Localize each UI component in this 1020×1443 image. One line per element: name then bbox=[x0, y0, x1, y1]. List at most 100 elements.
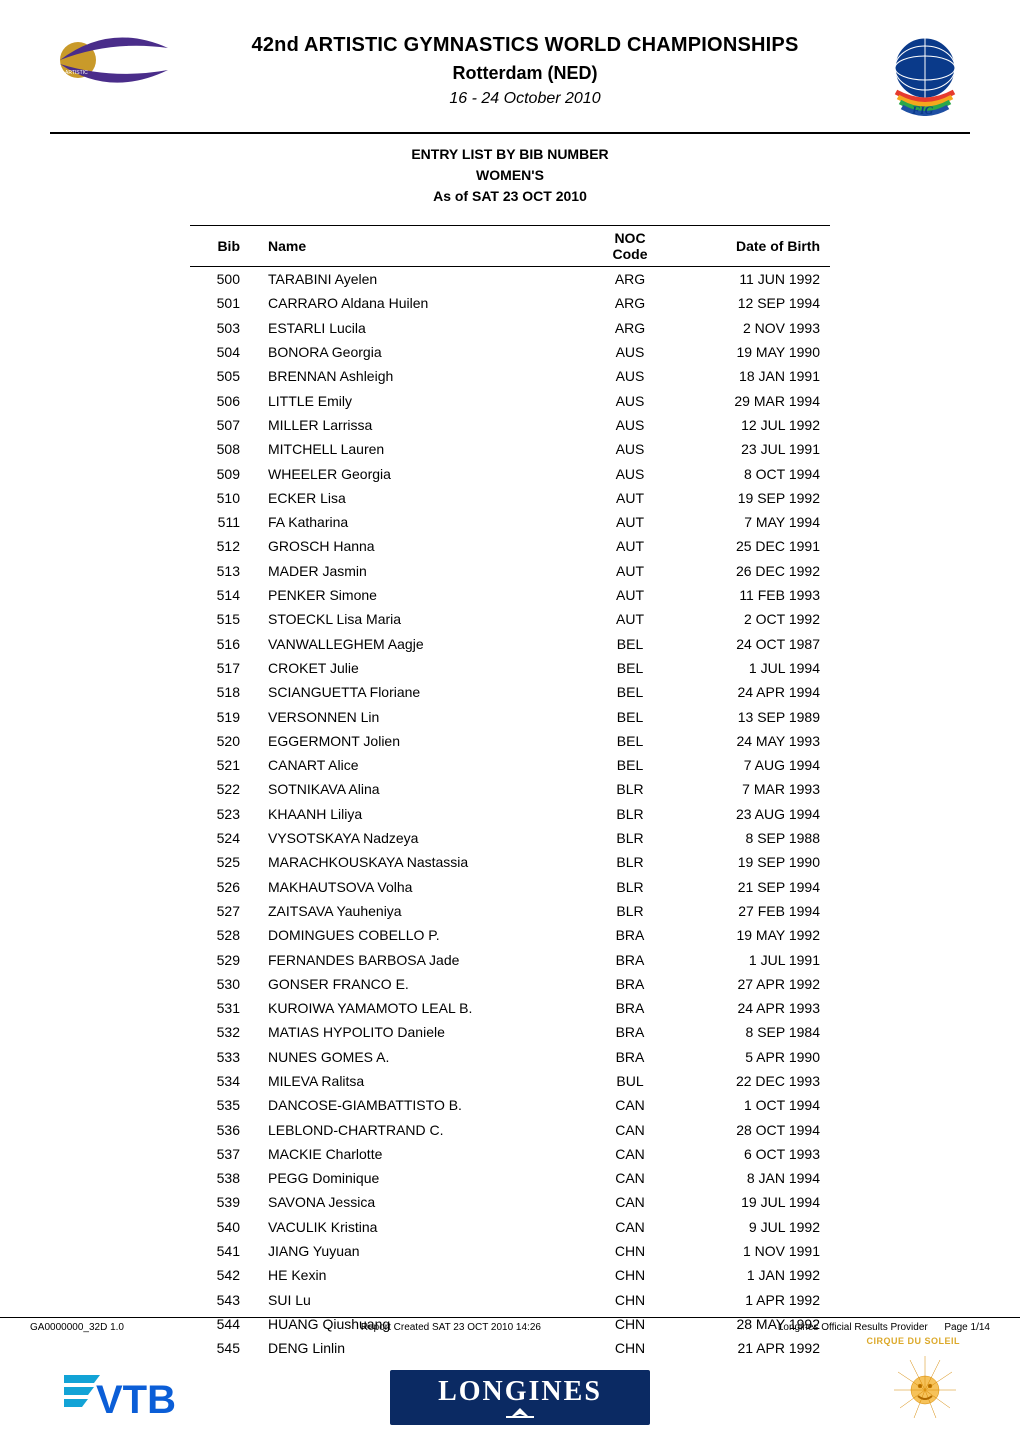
cell-name: MILEVA Ralitsa bbox=[260, 1069, 580, 1093]
cell-name: ESTARLI Lucila bbox=[260, 316, 580, 340]
cell-noc: BEL bbox=[580, 753, 680, 777]
cell-dob: 9 JUL 1992 bbox=[680, 1215, 830, 1239]
header-rule bbox=[50, 132, 970, 134]
cell-name: BONORA Georgia bbox=[260, 340, 580, 364]
cell-dob: 7 MAY 1994 bbox=[680, 510, 830, 534]
table-row: 510ECKER LisaAUT19 SEP 1992 bbox=[190, 486, 830, 510]
cell-noc: BLR bbox=[580, 899, 680, 923]
table-row: 531KUROIWA YAMAMOTO LEAL B.BRA24 APR 199… bbox=[190, 996, 830, 1020]
cell-dob: 12 SEP 1994 bbox=[680, 291, 830, 315]
cell-bib: 507 bbox=[190, 413, 260, 437]
cell-noc: AUT bbox=[580, 486, 680, 510]
cell-bib: 516 bbox=[190, 632, 260, 656]
cell-dob: 19 MAY 1992 bbox=[680, 923, 830, 947]
table-row: 504BONORA GeorgiaAUS19 MAY 1990 bbox=[190, 340, 830, 364]
cell-name: HE Kexin bbox=[260, 1263, 580, 1287]
table-row: 528DOMINGUES COBELLO P.BRA19 MAY 1992 bbox=[190, 923, 830, 947]
table-row: 518SCIANGUETTA FlorianeBEL24 APR 1994 bbox=[190, 680, 830, 704]
cirque-text: CIRQUE DU SOLEIL bbox=[840, 1336, 960, 1346]
cell-bib: 501 bbox=[190, 291, 260, 315]
footer-right: Longines Official Results Provider Page … bbox=[778, 1322, 990, 1333]
table-row: 512GROSCH HannaAUT25 DEC 1991 bbox=[190, 534, 830, 558]
table-row: 525MARACHKOUSKAYA NastassiaBLR19 SEP 199… bbox=[190, 850, 830, 874]
cell-name: DANCOSE-GIAMBATTISTO B. bbox=[260, 1093, 580, 1117]
cell-name: GONSER FRANCO E. bbox=[260, 972, 580, 996]
table-row: 501CARRARO Aldana HuilenARG12 SEP 1994 bbox=[190, 291, 830, 315]
cell-name: LITTLE Emily bbox=[260, 389, 580, 413]
cell-name: KHAANH Liliya bbox=[260, 802, 580, 826]
cell-noc: AUT bbox=[580, 607, 680, 631]
cell-noc: CHN bbox=[580, 1239, 680, 1263]
cell-noc: CAN bbox=[580, 1118, 680, 1142]
cell-dob: 8 SEP 1988 bbox=[680, 826, 830, 850]
cell-bib: 512 bbox=[190, 534, 260, 558]
cell-noc: AUS bbox=[580, 462, 680, 486]
cell-bib: 542 bbox=[190, 1263, 260, 1287]
table-row: 526MAKHAUTSOVA VolhaBLR21 SEP 1994 bbox=[190, 875, 830, 899]
cell-noc: AUS bbox=[580, 340, 680, 364]
cell-noc: CAN bbox=[580, 1215, 680, 1239]
cell-dob: 22 DEC 1993 bbox=[680, 1069, 830, 1093]
table-row: 503ESTARLI LucilaARG2 NOV 1993 bbox=[190, 316, 830, 340]
cell-noc: BEL bbox=[580, 632, 680, 656]
report-asof: As of SAT 23 OCT 2010 bbox=[50, 186, 970, 207]
cell-name: SUI Lu bbox=[260, 1288, 580, 1312]
cell-bib: 532 bbox=[190, 1020, 260, 1044]
cell-name: MADER Jasmin bbox=[260, 559, 580, 583]
cell-noc: BLR bbox=[580, 850, 680, 874]
cell-dob: 26 DEC 1992 bbox=[680, 559, 830, 583]
cell-bib: 543 bbox=[190, 1288, 260, 1312]
cell-dob: 8 JAN 1994 bbox=[680, 1166, 830, 1190]
cell-noc: AUT bbox=[580, 510, 680, 534]
cell-name: MATIAS HYPOLITO Daniele bbox=[260, 1020, 580, 1044]
cell-name: ZAITSAVA Yauheniya bbox=[260, 899, 580, 923]
title-dates: 16 - 24 October 2010 bbox=[170, 90, 880, 108]
cell-bib: 534 bbox=[190, 1069, 260, 1093]
cell-dob: 2 OCT 1992 bbox=[680, 607, 830, 631]
cell-name: JIANG Yuyuan bbox=[260, 1239, 580, 1263]
cell-noc: BLR bbox=[580, 802, 680, 826]
table-row: 524VYSOTSKAYA NadzeyaBLR8 SEP 1988 bbox=[190, 826, 830, 850]
cell-dob: 7 MAR 1993 bbox=[680, 777, 830, 801]
cell-bib: 535 bbox=[190, 1093, 260, 1117]
cell-name: WHEELER Georgia bbox=[260, 462, 580, 486]
cell-dob: 1 JAN 1992 bbox=[680, 1263, 830, 1287]
cell-noc: ARG bbox=[580, 291, 680, 315]
col-bib: Bib bbox=[190, 226, 260, 267]
cell-bib: 537 bbox=[190, 1142, 260, 1166]
cell-dob: 19 SEP 1992 bbox=[680, 486, 830, 510]
report-title: ENTRY LIST BY BIB NUMBER bbox=[50, 144, 970, 165]
footer-page: Page 1/14 bbox=[944, 1322, 990, 1333]
cell-dob: 8 OCT 1994 bbox=[680, 462, 830, 486]
cell-name: STOECKL Lisa Maria bbox=[260, 607, 580, 631]
cell-bib: 510 bbox=[190, 486, 260, 510]
cell-noc: BRA bbox=[580, 1045, 680, 1069]
table-row: 517CROKET JulieBEL1 JUL 1994 bbox=[190, 656, 830, 680]
cell-bib: 506 bbox=[190, 389, 260, 413]
cell-dob: 11 FEB 1993 bbox=[680, 583, 830, 607]
longines-text: LONGINES bbox=[438, 1376, 602, 1408]
cell-dob: 21 SEP 1994 bbox=[680, 875, 830, 899]
cirque-logo: CIRQUE DU SOLEIL bbox=[840, 1336, 960, 1425]
cell-noc: BRA bbox=[580, 972, 680, 996]
cell-bib: 514 bbox=[190, 583, 260, 607]
cell-name: MACKIE Charlotte bbox=[260, 1142, 580, 1166]
cell-dob: 25 DEC 1991 bbox=[680, 534, 830, 558]
cell-bib: 508 bbox=[190, 437, 260, 461]
cell-noc: BEL bbox=[580, 705, 680, 729]
cell-noc: CAN bbox=[580, 1190, 680, 1214]
cell-dob: 1 JUL 1994 bbox=[680, 656, 830, 680]
cell-dob: 8 SEP 1984 bbox=[680, 1020, 830, 1044]
cell-noc: BRA bbox=[580, 1020, 680, 1044]
cell-dob: 23 JUL 1991 bbox=[680, 437, 830, 461]
cell-bib: 521 bbox=[190, 753, 260, 777]
cell-name: BRENNAN Ashleigh bbox=[260, 364, 580, 388]
cell-dob: 19 JUL 1994 bbox=[680, 1190, 830, 1214]
cell-noc: BEL bbox=[580, 729, 680, 753]
cell-noc: BUL bbox=[580, 1069, 680, 1093]
table-row: 506LITTLE EmilyAUS29 MAR 1994 bbox=[190, 389, 830, 413]
title-sub: Rotterdam (NED) bbox=[170, 63, 880, 84]
footer-logos: VTB LONGINES CIRQUE DU SOLEIL bbox=[0, 1336, 1020, 1425]
cell-name: CARRARO Aldana Huilen bbox=[260, 291, 580, 315]
cell-dob: 19 SEP 1990 bbox=[680, 850, 830, 874]
